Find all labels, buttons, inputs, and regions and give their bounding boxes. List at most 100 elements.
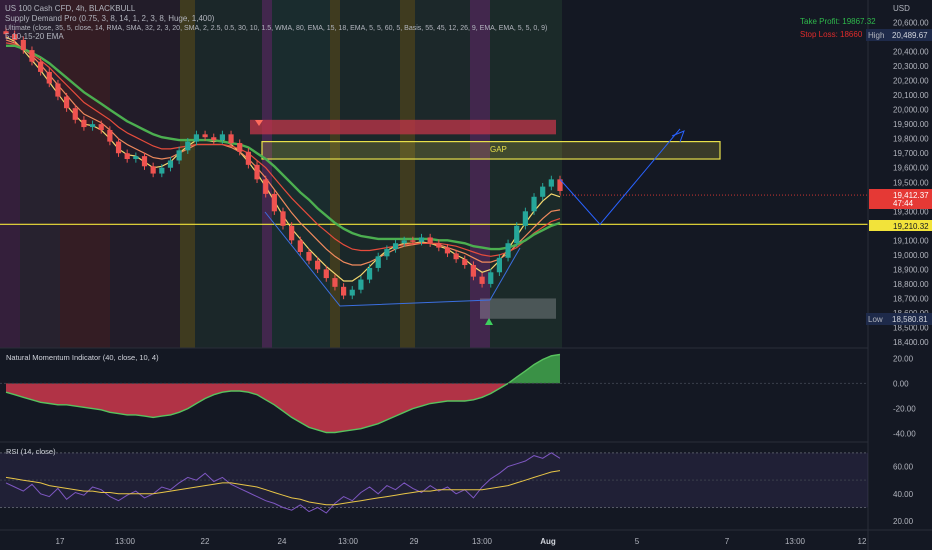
candle-body — [297, 240, 303, 252]
current-price: 19,412.37 — [893, 191, 929, 200]
candle-body — [107, 129, 113, 142]
momentum-negative-area — [6, 383, 560, 433]
rsi-panel — [0, 452, 868, 514]
candle-body — [366, 267, 373, 280]
momentum-panel — [0, 353, 868, 434]
candle-body — [55, 83, 61, 97]
ema-line-2 — [5, 39, 561, 266]
candle-body — [263, 179, 269, 194]
price-tick-label: 20,100.00 — [893, 91, 929, 100]
candle-body — [418, 237, 425, 242]
candle-body — [176, 150, 182, 161]
low-label: Low — [868, 315, 883, 324]
session-band — [262, 0, 272, 348]
demand-zone — [480, 298, 556, 319]
high-label: High — [868, 31, 884, 40]
momentum-tick-label: 20.00 — [893, 354, 914, 363]
session-band — [490, 0, 562, 348]
candle-body — [20, 39, 26, 51]
low-badge-bg — [866, 313, 932, 325]
supply-zone — [250, 119, 556, 135]
time-tick-label: 13:00 — [338, 537, 359, 546]
price-tick-label: 20,200.00 — [893, 77, 929, 86]
candle-body — [29, 50, 35, 62]
indicator-line-1[interactable]: Supply Demand Pro (0.75, 3, 8, 14, 1, 2,… — [5, 14, 215, 23]
candle-body — [159, 167, 165, 174]
candle-body — [254, 164, 260, 180]
price-tick-label: 19,800.00 — [893, 135, 929, 144]
candle-body — [436, 243, 442, 248]
projection-arrowhead — [671, 130, 685, 143]
momentum-title[interactable]: Natural Momentum Indicator (40, close, 1… — [6, 353, 159, 362]
high-value: 20,489.67 — [892, 31, 928, 40]
time-tick-label: 7 — [725, 537, 730, 546]
price-tick-label: 18,800.00 — [893, 280, 929, 289]
candle-body — [81, 119, 87, 128]
session-band — [0, 0, 20, 348]
candle-body — [124, 153, 130, 160]
demand-marker — [485, 318, 493, 325]
session-band — [195, 0, 262, 348]
momentum-positive-area — [508, 354, 560, 384]
indicator-line-3[interactable]: 5-10-15-20 EMA — [5, 32, 64, 41]
session-band — [60, 0, 110, 348]
time-axis[interactable]: 17 13:00 22 24 13:00 29 13:00 Aug 5 7 13:00 12 — [56, 537, 867, 546]
indicator-line-2[interactable]: Ultimate (close, 35, 5, close, 14, RMA, … — [5, 25, 547, 32]
session-band — [110, 0, 180, 348]
time-tick-label: 22 — [201, 537, 210, 546]
price-tick-label: 20,600.00 — [893, 19, 929, 28]
candle-body — [384, 249, 390, 257]
candle-body — [462, 259, 468, 266]
candle-body — [505, 243, 511, 258]
stop-loss-label: Stop Loss: 18660 — [800, 30, 863, 39]
symbol-title: US 100 Cash CFD, 4h, BLACKBULL — [5, 4, 136, 13]
level-value: 19,210.32 — [893, 222, 929, 231]
time-tick-label: 12 — [858, 537, 867, 546]
price-tick-label: 18,400.00 — [893, 338, 929, 347]
candle-body — [557, 179, 563, 191]
price-tick-label: 20,000.00 — [893, 106, 929, 115]
momentum-tick-label: -40.00 — [893, 430, 916, 439]
candle-body — [375, 256, 381, 268]
candle-body — [133, 156, 139, 160]
price-tick-label: 19,600.00 — [893, 164, 929, 173]
momentum-line — [5, 353, 561, 434]
ema-lines — [5, 36, 561, 282]
high-badge-bg — [866, 29, 932, 41]
candle-body — [427, 237, 433, 244]
price-tick-label: 20,400.00 — [893, 48, 929, 57]
candle-body — [401, 240, 407, 244]
time-tick-label: Aug — [540, 537, 556, 546]
candle-body — [237, 143, 243, 152]
candle-body — [211, 137, 217, 141]
future-area — [562, 0, 868, 348]
candle-body — [332, 278, 338, 287]
candle-body — [38, 61, 44, 72]
candle-body — [548, 179, 554, 187]
candle-body — [531, 196, 537, 212]
candle-body — [479, 276, 485, 284]
candle-body — [89, 124, 96, 128]
candle-body — [150, 166, 156, 174]
time-tick-label: 5 — [635, 537, 640, 546]
rsi-tick-label: 60.00 — [893, 463, 914, 472]
candle-body — [540, 186, 546, 197]
session-band — [340, 0, 400, 348]
swing-line — [264, 211, 521, 307]
momentum-tick-label: 0.00 — [893, 379, 909, 388]
candle-body — [306, 251, 312, 261]
candle-body — [496, 257, 503, 273]
candle-body — [514, 225, 520, 244]
candle-body — [470, 265, 477, 277]
rsi-title[interactable]: RSI (14, close) — [6, 447, 56, 456]
time-tick-label: 13:00 — [785, 537, 806, 546]
candle-body — [315, 260, 321, 270]
low-value: 18,580.81 — [892, 315, 928, 324]
gap-box — [261, 141, 721, 160]
candle-body — [98, 124, 104, 130]
time-tick-label: 13:00 — [472, 537, 493, 546]
candles — [3, 27, 563, 300]
candle-body — [271, 193, 277, 212]
candle-body — [488, 272, 494, 284]
